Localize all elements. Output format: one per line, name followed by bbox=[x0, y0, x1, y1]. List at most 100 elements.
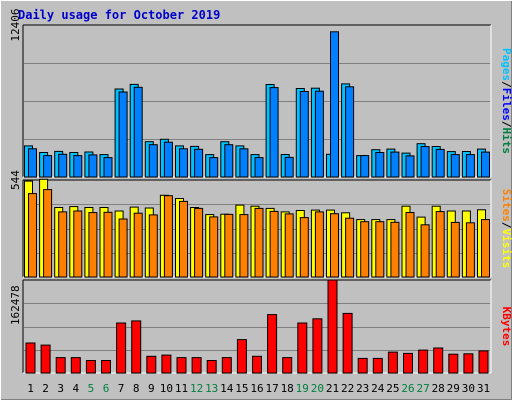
x-tick-22: 22 bbox=[341, 382, 354, 395]
bar-kbytes-26 bbox=[403, 352, 413, 374]
bar-files-25 bbox=[390, 151, 400, 178]
bar-sites-9 bbox=[148, 214, 158, 278]
bar-sites-1 bbox=[28, 193, 37, 278]
series-files bbox=[28, 31, 490, 178]
bar-kbytes-19 bbox=[297, 322, 308, 374]
bar-kbytes-20 bbox=[312, 318, 323, 374]
bar-kbytes-2 bbox=[40, 344, 51, 374]
x-tick-labels: 1 2 3 4 5 6 7 8 9 10 11 12 13 14 15 16 17 18 19 20 21 22 23 24 2… bbox=[27, 382, 490, 395]
bar-files-1 bbox=[28, 148, 37, 178]
x-tick-24: 24 bbox=[371, 382, 385, 395]
x-tick-1: 1 bbox=[27, 382, 34, 395]
bar-kbytes-11 bbox=[176, 357, 187, 374]
bar-sites-19 bbox=[299, 217, 309, 278]
bar-kbytes-9 bbox=[146, 355, 157, 374]
bar-kbytes-5 bbox=[85, 360, 96, 374]
bar-sites-27 bbox=[420, 224, 430, 278]
bar-files-30 bbox=[465, 154, 475, 178]
x-tick-21: 21 bbox=[326, 382, 339, 395]
bar-sites-11 bbox=[179, 200, 188, 278]
y-max-label: 544 bbox=[9, 170, 22, 190]
bar-sites-13 bbox=[209, 216, 219, 278]
x-tick-17: 17 bbox=[265, 382, 278, 395]
bar-sites-17 bbox=[269, 210, 279, 278]
bar-sites-18 bbox=[284, 213, 294, 278]
panel-hits: 12406 Pages/Files/Hits bbox=[9, 8, 512, 178]
series-sites bbox=[28, 189, 490, 278]
x-tick-4: 4 bbox=[72, 382, 79, 395]
bar-kbytes-25 bbox=[387, 351, 398, 374]
bar-sites-15 bbox=[239, 214, 249, 278]
side-label-part: / bbox=[500, 121, 512, 128]
bar-files-31 bbox=[481, 151, 490, 178]
bar-kbytes-28 bbox=[433, 347, 444, 374]
x-tick-6: 6 bbox=[103, 382, 110, 395]
bar-files-6 bbox=[103, 157, 113, 178]
x-tick-9: 9 bbox=[148, 382, 155, 395]
x-tick-30: 30 bbox=[462, 382, 475, 395]
panel-side-label: KBytes bbox=[500, 307, 512, 347]
bar-kbytes-1 bbox=[25, 342, 36, 374]
side-label-part: Files bbox=[500, 88, 512, 121]
x-tick-15: 15 bbox=[235, 382, 248, 395]
y-max-label: 12406 bbox=[9, 8, 22, 41]
bar-files-28 bbox=[435, 148, 445, 178]
side-label-part: KBytes bbox=[500, 307, 512, 347]
bar-files-18 bbox=[284, 156, 294, 178]
bar-files-10 bbox=[163, 141, 173, 178]
bar-sites-28 bbox=[435, 211, 445, 278]
x-tick-27: 27 bbox=[416, 382, 429, 395]
bar-sites-4 bbox=[73, 210, 83, 278]
bar-kbytes-29 bbox=[448, 353, 459, 374]
bar-files-2 bbox=[43, 155, 53, 178]
x-tick-2: 2 bbox=[42, 382, 49, 395]
x-tick-8: 8 bbox=[133, 382, 140, 395]
bar-kbytes-22 bbox=[342, 312, 353, 374]
bar-sites-10 bbox=[163, 195, 173, 278]
bar-kbytes-18 bbox=[282, 357, 293, 374]
bar-kbytes-12 bbox=[191, 357, 202, 374]
bar-files-19 bbox=[299, 91, 309, 178]
side-label-part: / bbox=[500, 81, 512, 88]
bar-sites-29 bbox=[450, 221, 460, 278]
bar-files-21 bbox=[330, 31, 339, 178]
x-tick-23: 23 bbox=[356, 382, 369, 395]
bar-kbytes-30 bbox=[463, 353, 474, 374]
bar-sites-16 bbox=[254, 207, 264, 278]
panel-side-label: Sites/Visits bbox=[500, 189, 512, 269]
side-label-part: Sites bbox=[500, 189, 512, 222]
x-tick-31: 31 bbox=[477, 382, 490, 395]
x-tick-5: 5 bbox=[88, 382, 95, 395]
x-tick-7: 7 bbox=[118, 382, 125, 395]
bar-kbytes-8 bbox=[131, 320, 142, 374]
bar-sites-2 bbox=[43, 189, 53, 278]
panels-layer: 12406 Pages/Files/Hits 544 Sites/Visits 1624… bbox=[9, 8, 512, 374]
bar-kbytes-4 bbox=[70, 357, 81, 374]
bar-kbytes-23 bbox=[357, 357, 368, 374]
bar-sites-6 bbox=[103, 211, 113, 278]
bar-kbytes-3 bbox=[55, 357, 66, 374]
bar-sites-26 bbox=[405, 212, 415, 278]
x-tick-28: 28 bbox=[432, 382, 445, 395]
bar-kbytes-15 bbox=[236, 339, 247, 374]
bar-sites-25 bbox=[390, 221, 400, 278]
series-kbytes bbox=[25, 279, 489, 374]
bar-kbytes-21 bbox=[327, 279, 338, 374]
bar-kbytes-14 bbox=[221, 357, 232, 374]
bar-kbytes-10 bbox=[161, 354, 172, 374]
panel-kbytes: 162478 KBytes bbox=[9, 279, 512, 374]
chart-title: Daily usage for October 2019 bbox=[18, 8, 220, 22]
x-tick-29: 29 bbox=[447, 382, 460, 395]
x-tick-13: 13 bbox=[205, 382, 218, 395]
bar-kbytes-31 bbox=[478, 350, 489, 374]
x-tick-14: 14 bbox=[220, 382, 234, 395]
y-max-label: 162478 bbox=[9, 285, 22, 325]
bar-sites-3 bbox=[58, 211, 68, 278]
bar-files-7 bbox=[118, 91, 128, 178]
bar-files-4 bbox=[73, 155, 83, 178]
bar-files-23 bbox=[360, 155, 370, 178]
panel-side-label: Pages/Files/Hits bbox=[500, 48, 512, 154]
x-tick-18: 18 bbox=[281, 382, 294, 395]
